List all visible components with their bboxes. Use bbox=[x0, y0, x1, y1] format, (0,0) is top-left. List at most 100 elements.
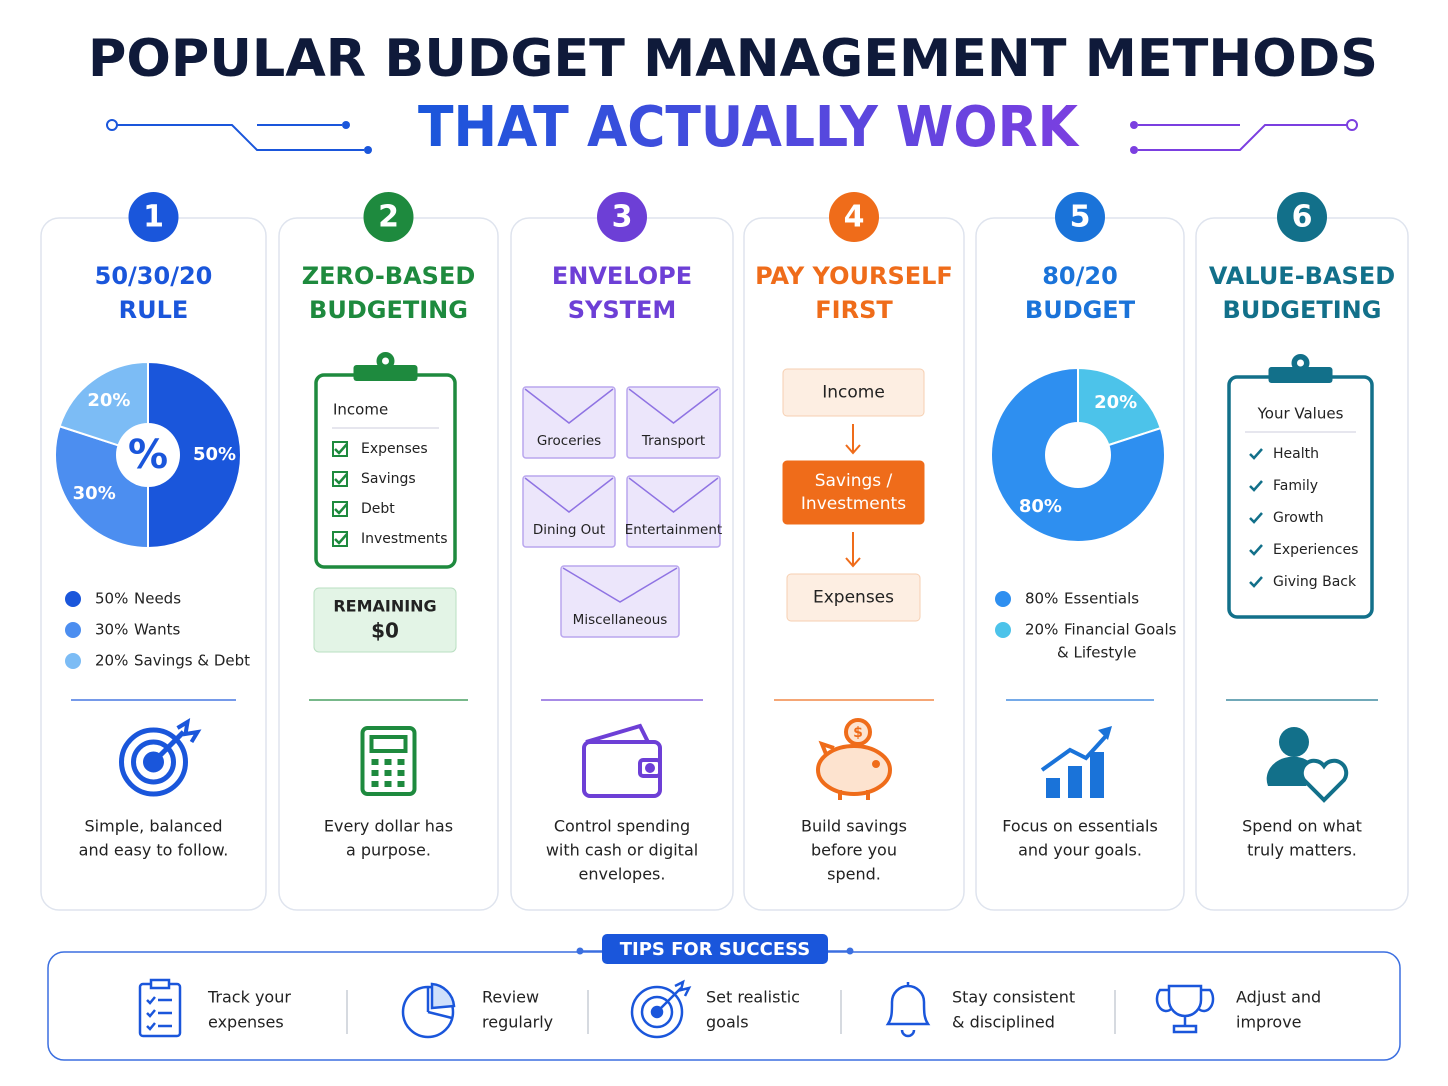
clipboard-item: Expenses bbox=[361, 441, 428, 457]
checkbox bbox=[332, 501, 348, 517]
tip-icon-part bbox=[630, 985, 684, 1039]
legend-dot bbox=[995, 591, 1011, 607]
clipboard-clip bbox=[1268, 367, 1333, 383]
envelope-flap bbox=[628, 477, 719, 513]
method-icon bbox=[360, 726, 417, 796]
method-icon-part bbox=[816, 744, 892, 796]
clipboard-item: Family bbox=[1273, 478, 1318, 494]
method-icon-part bbox=[1279, 727, 1309, 757]
tip-icon-part bbox=[426, 987, 453, 1020]
envelope-flap bbox=[628, 388, 719, 424]
circuit-node bbox=[1130, 146, 1138, 154]
checkmark bbox=[334, 473, 348, 485]
flow-label: Investments bbox=[801, 494, 906, 514]
flow-label: Savings / bbox=[815, 471, 893, 491]
checkmark bbox=[1249, 512, 1263, 524]
circuit-node bbox=[364, 146, 372, 154]
pie-hole bbox=[116, 423, 180, 487]
decoration-left bbox=[106, 119, 372, 154]
method-icon-part bbox=[397, 781, 405, 787]
method-number: 4 bbox=[844, 200, 865, 235]
tip-text: Set realistic bbox=[706, 988, 800, 1007]
circuit-node bbox=[106, 119, 118, 131]
clipboard-item: Giving Back bbox=[1273, 574, 1357, 590]
page-subtitle: THAT ACTUALLY WORK bbox=[418, 95, 1080, 160]
tip-text: Adjust and bbox=[1236, 988, 1321, 1007]
method-description: with cash or digital bbox=[546, 841, 698, 860]
checkmark bbox=[334, 533, 348, 545]
clipboard-item: Experiences bbox=[1273, 542, 1358, 558]
tip-text: regularly bbox=[482, 1013, 553, 1032]
method-icon-part bbox=[119, 718, 202, 797]
method-number: 3 bbox=[612, 200, 633, 235]
checkbox bbox=[332, 531, 348, 547]
method-icon-part bbox=[1098, 726, 1112, 740]
checkmark bbox=[1249, 576, 1263, 588]
method-number: 6 bbox=[1292, 200, 1313, 235]
method-icon-part bbox=[369, 735, 408, 753]
checkmark bbox=[334, 503, 348, 515]
clipboard-clip bbox=[382, 357, 389, 365]
tip-text: & disciplined bbox=[952, 1013, 1055, 1032]
envelope-flap bbox=[562, 567, 678, 603]
tip-icon-part bbox=[149, 978, 171, 990]
tip-icon bbox=[401, 982, 456, 1039]
legend-label: Financial Goals bbox=[1064, 621, 1177, 639]
number-badge bbox=[1055, 192, 1105, 242]
checkmark bbox=[1249, 544, 1263, 556]
slice-label: 20% bbox=[1094, 392, 1137, 413]
tip-text: Track your bbox=[207, 988, 291, 1007]
method-title: 50/30/20 bbox=[95, 262, 213, 290]
method-description: Simple, balanced bbox=[85, 817, 223, 836]
method-title: RULE bbox=[119, 296, 189, 324]
method-title: VALUE-BASED bbox=[1209, 262, 1395, 290]
circuit-node bbox=[1346, 119, 1358, 131]
method-icon-part bbox=[1046, 778, 1060, 798]
method-description: Build savings bbox=[801, 817, 907, 836]
envelope-label: Miscellaneous bbox=[573, 612, 668, 628]
method-icon-part bbox=[638, 758, 662, 778]
checkmark bbox=[334, 443, 348, 455]
method-icon: $ bbox=[816, 718, 892, 800]
clipboard-clip bbox=[1297, 359, 1304, 367]
flow-box bbox=[782, 460, 925, 525]
tip-icon-part bbox=[146, 996, 172, 1031]
checkbox bbox=[332, 441, 348, 457]
checkmark bbox=[1249, 448, 1263, 460]
remaining-box bbox=[313, 587, 457, 653]
clipboard-item: Investments bbox=[361, 531, 448, 547]
method-description: Control spending bbox=[554, 817, 690, 836]
number-badge bbox=[597, 192, 647, 242]
method-icon-part bbox=[1090, 752, 1104, 798]
legend-label: & Lifestyle bbox=[1057, 644, 1136, 662]
method-title: PAY YOURSELF bbox=[755, 262, 953, 290]
method-icon bbox=[582, 723, 662, 798]
tip-icon bbox=[1155, 984, 1215, 1034]
legend-value: 30% bbox=[95, 621, 128, 639]
method-title: BUDGETING bbox=[309, 296, 468, 324]
page-title: POPULAR BUDGET MANAGEMENT METHODS bbox=[88, 29, 1378, 89]
envelope-label: Entertainment bbox=[625, 522, 722, 538]
tips-pill bbox=[602, 934, 828, 964]
clipboard-heading: Your Values bbox=[1257, 405, 1344, 423]
slice-label: 50% bbox=[193, 444, 236, 465]
method-title: 80/20 bbox=[1042, 262, 1118, 290]
legend-label: Needs bbox=[134, 590, 181, 608]
method-title: ZERO-BASED bbox=[302, 262, 476, 290]
tip-icon-part bbox=[640, 995, 674, 1029]
method-icon-part bbox=[872, 760, 880, 768]
legend-label: Savings & Debt bbox=[134, 652, 250, 670]
envelope-flap bbox=[524, 388, 614, 424]
flow-label: Expenses bbox=[813, 588, 894, 608]
remaining-label: REMAINING bbox=[333, 597, 436, 616]
method-icon-part: $ bbox=[816, 718, 892, 800]
checkbox bbox=[332, 471, 348, 487]
method-icon-part bbox=[397, 759, 405, 765]
checkmark bbox=[1249, 480, 1263, 492]
tip-text: expenses bbox=[208, 1013, 284, 1032]
flow-arrow bbox=[845, 532, 861, 568]
method-icon-part bbox=[360, 726, 417, 796]
clipboard-item: Health bbox=[1273, 446, 1319, 462]
flow-box bbox=[786, 573, 921, 622]
method-icon bbox=[119, 718, 202, 797]
